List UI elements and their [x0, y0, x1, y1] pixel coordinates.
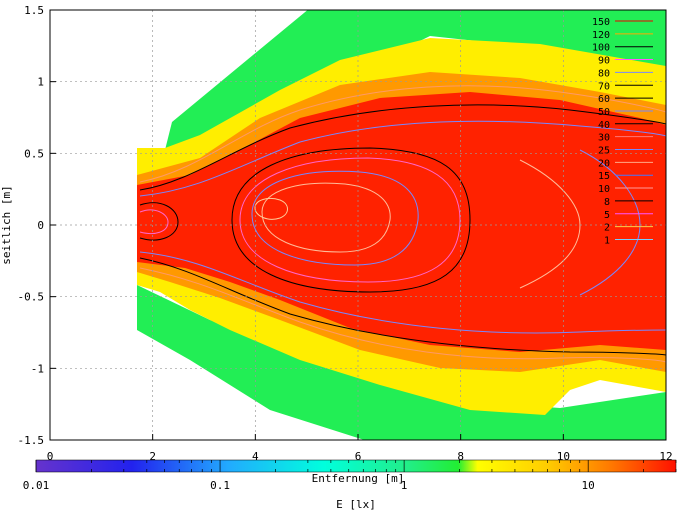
legend-label: 80 [598, 68, 610, 79]
x-axis-title: Entfernung [m] [312, 472, 405, 485]
heatmap-field [137, 10, 666, 440]
x-tick-label: 0 [47, 450, 54, 463]
legend-label: 90 [598, 56, 610, 67]
legend-label: 30 [598, 133, 610, 144]
legend-label: 5 [604, 210, 610, 221]
y-tick-label: 0 [37, 219, 44, 232]
legend-label: 8 [604, 197, 610, 208]
legend-label: 1 [604, 235, 610, 246]
legend-label: 70 [598, 81, 610, 92]
region-green-lower [137, 285, 666, 440]
x-tick-label: 4 [252, 450, 259, 463]
contour-inner-pink [239, 157, 461, 283]
colorbar-label: E [lx] [336, 498, 376, 511]
contour-inner-blue [251, 170, 419, 266]
legend-label: 15 [598, 171, 610, 182]
contour-outer-orange-lower [139, 267, 666, 363]
legend-label: 150 [592, 17, 610, 28]
colorbar-tick-label: 10 [582, 479, 595, 492]
contour-blue-1 [139, 120, 666, 197]
colorbar-tick-label: 0.01 [23, 479, 50, 492]
contour-hotspot [254, 197, 288, 220]
x-tick-label: 2 [149, 450, 156, 463]
contour-black-1-lower [139, 257, 666, 356]
region-red [137, 92, 666, 352]
contour-black-1 [139, 104, 666, 191]
y-tick-label: 0.5 [24, 147, 44, 160]
contour-inner-peach [261, 182, 391, 253]
legend-label: 2 [604, 223, 610, 234]
legend-label: 50 [598, 107, 610, 118]
contour-lines [139, 85, 666, 363]
contour-blue-1-lower [139, 251, 666, 334]
colorbar-tick-label: 1 [401, 479, 408, 492]
x-tick-label: 6 [355, 450, 362, 463]
y-tick-label: -1.5 [18, 434, 45, 447]
legend-label: 20 [598, 158, 610, 169]
grid-lines [50, 10, 666, 440]
y-axis: 1.5 1 0.5 0 -0.5 -1 -1.5 [18, 4, 56, 447]
y-tick-label: -1 [31, 362, 44, 375]
contour-inner-black [231, 147, 471, 293]
legend-label: 100 [592, 43, 610, 54]
y-tick-label: -0.5 [18, 291, 45, 304]
y-axis-title: seitlich [m] [0, 185, 13, 264]
colorbar-ticks: 0.01 0.1 1 10 [23, 460, 677, 492]
legend-label: 60 [598, 94, 610, 105]
contour-near-loop [139, 202, 179, 241]
contour-near-loop-2 [139, 209, 169, 235]
y-tick-label: 1.5 [24, 4, 44, 17]
x-tick-label: 8 [457, 450, 464, 463]
legend-label: 10 [598, 184, 610, 195]
colorbar-tick-label: 0.1 [210, 479, 230, 492]
legend-label: 25 [598, 146, 610, 157]
y-tick-label: 1 [37, 76, 44, 89]
legend-label: 120 [592, 30, 610, 41]
contour-outer-orange [139, 85, 666, 183]
legend-label: 40 [598, 120, 610, 131]
